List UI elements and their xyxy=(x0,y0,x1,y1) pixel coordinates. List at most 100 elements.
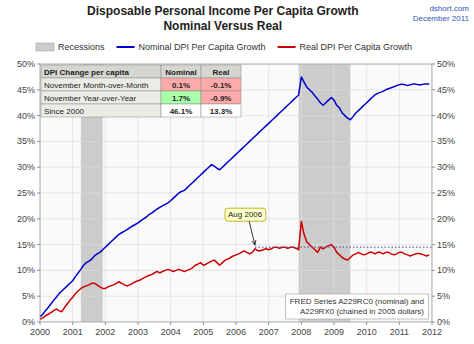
table-text: -0.9% xyxy=(211,94,232,103)
y2-tick-label: 40% xyxy=(437,111,455,121)
table-text: 1.7% xyxy=(172,94,190,103)
table-cell xyxy=(161,65,201,78)
tick-mark xyxy=(432,296,435,297)
x-tick-label: 2003 xyxy=(128,327,148,337)
table-text: November Year-over-Year xyxy=(44,94,137,103)
tick-mark xyxy=(432,322,433,325)
tick-mark xyxy=(432,115,435,116)
plot-group xyxy=(40,64,432,322)
y2-tick-label: 45% xyxy=(437,85,455,95)
table-text: -0.1% xyxy=(211,81,232,90)
annotation-box xyxy=(225,208,266,221)
y2-tick-label: 35% xyxy=(437,136,455,146)
table-cell xyxy=(201,65,241,78)
note-text: FRED Series A229RC0 (nominal) andA229RX0… xyxy=(290,297,425,316)
table-text: 46.1% xyxy=(170,107,193,116)
watermark: dshort.com xyxy=(429,4,469,13)
x-tick-label: 2004 xyxy=(161,327,181,337)
table-text: November Month-over-Month xyxy=(44,81,148,90)
tick-mark xyxy=(170,322,171,325)
table-cell xyxy=(201,78,241,91)
grid-line xyxy=(268,64,269,322)
tick-mark xyxy=(432,244,435,245)
table-cell xyxy=(161,104,201,117)
y2-tick-label: 0% xyxy=(437,317,450,327)
x-tick-label: 2011 xyxy=(390,327,409,337)
table-text: Nominal xyxy=(165,68,197,77)
legend-swatch xyxy=(36,43,54,51)
y2-tick-label: 50% xyxy=(437,59,455,69)
legend-swatch xyxy=(278,46,296,48)
tick-mark xyxy=(334,322,335,325)
y-tick-label: 25% xyxy=(17,188,35,198)
y-tick-label: 0% xyxy=(22,317,35,327)
table-text: 0.1% xyxy=(172,81,190,90)
tick-mark xyxy=(37,218,40,219)
grid-line xyxy=(399,64,400,322)
series-line xyxy=(40,221,429,319)
grid-line xyxy=(301,64,302,322)
y-tick-label: 10% xyxy=(17,265,35,275)
y2-tick-label: 15% xyxy=(437,240,455,250)
y-tick-label: 50% xyxy=(17,59,35,69)
tick-mark xyxy=(432,270,435,271)
tick-mark xyxy=(399,322,400,325)
watermark: December 2011 xyxy=(413,14,470,23)
reference-line xyxy=(255,247,432,248)
y2-tick-label: 25% xyxy=(437,188,455,198)
x-tick-label: 2012 xyxy=(422,327,442,337)
table-text: Since 2000 xyxy=(44,107,85,116)
tick-mark xyxy=(432,193,435,194)
legend-label: Real DPI Per Capita Growth xyxy=(300,42,413,52)
table-cell xyxy=(161,78,201,91)
subtitle: Nominal Versus Real xyxy=(163,19,282,33)
tick-mark xyxy=(203,322,204,325)
x-tick-label: 2005 xyxy=(193,327,213,337)
x-tick-label: 2010 xyxy=(357,327,377,337)
tick-mark xyxy=(37,270,40,271)
x-tick-label: 2008 xyxy=(291,327,311,337)
y2-tick-label: 20% xyxy=(437,214,455,224)
table-cell xyxy=(161,91,201,104)
tick-mark xyxy=(37,89,40,90)
table: DPI Change per capitaNominalRealNovember… xyxy=(41,65,241,117)
tick-mark xyxy=(268,322,269,325)
table-cell xyxy=(41,65,161,78)
y-tick-label: 35% xyxy=(17,136,35,146)
tick-mark xyxy=(37,167,40,168)
y2-tick-label: 30% xyxy=(437,162,455,172)
x-tick-label: 2002 xyxy=(95,327,115,337)
tick-mark xyxy=(37,296,40,297)
table-text: 13.3% xyxy=(210,107,233,116)
y2-tick-label: 5% xyxy=(437,291,450,301)
tick-mark xyxy=(72,322,73,325)
tick-mark xyxy=(37,141,40,142)
tick-mark xyxy=(432,167,435,168)
tick-mark xyxy=(301,322,302,325)
tick-mark xyxy=(138,322,139,325)
y2-tick-label: 10% xyxy=(437,265,455,275)
title: Disposable Personal Income Per Capita Gr… xyxy=(87,4,358,18)
table-text: Real xyxy=(213,68,230,77)
table-cell xyxy=(41,91,161,104)
annotation-text: Aug 2006 xyxy=(228,210,263,219)
legend-swatch xyxy=(117,46,135,48)
series-line xyxy=(40,77,429,317)
table-cell xyxy=(41,104,161,117)
tick-mark xyxy=(40,322,41,325)
x-tick-label: 2001 xyxy=(63,327,83,337)
x-tick-label: 2006 xyxy=(226,327,246,337)
tick-mark xyxy=(37,64,40,65)
tick-mark xyxy=(37,322,40,323)
chart: Disposable Personal Income Per Capita Gr… xyxy=(0,0,474,344)
y-tick-label: 40% xyxy=(17,111,35,121)
note-line: FRED Series A229RC0 (nominal) and xyxy=(290,297,424,306)
y-tick-label: 5% xyxy=(22,291,35,301)
tick-mark xyxy=(432,64,435,65)
tick-mark xyxy=(366,322,367,325)
y-tick-label: 45% xyxy=(17,85,35,95)
annotation: Aug 2006 xyxy=(225,208,266,245)
tick-mark xyxy=(37,115,40,116)
legend: RecessionsNominal DPI Per Capita GrowthR… xyxy=(36,42,412,52)
y-tick-label: 15% xyxy=(17,240,35,250)
